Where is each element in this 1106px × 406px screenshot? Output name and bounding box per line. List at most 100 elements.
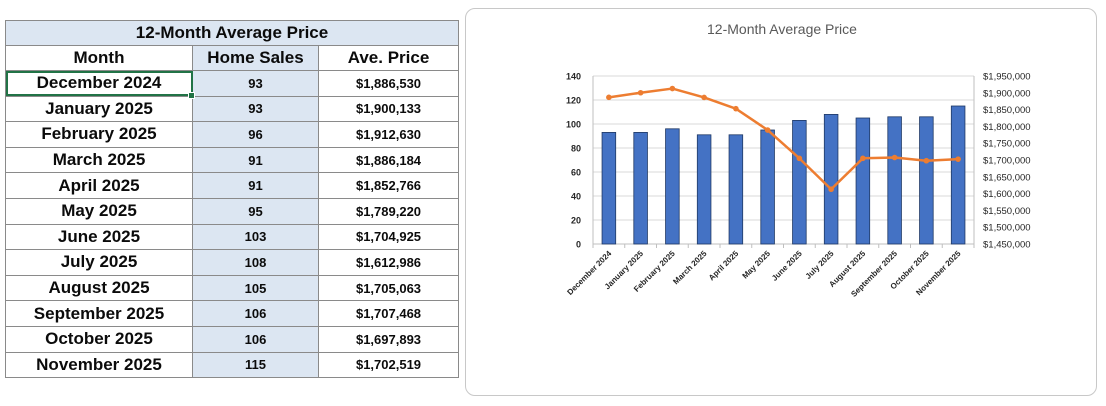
table-row[interactable]: January 2025 93 $1,900,133 [5,95,460,123]
bar-home-sales[interactable] [855,117,871,245]
x-axis-category-label: March 2025 [671,249,709,287]
table-row[interactable]: March 2025 91 $1,886,184 [5,146,460,174]
table-row[interactable]: October 2025 106 $1,697,893 [5,325,460,353]
left-axis-tick-label: 100 [566,120,581,130]
right-axis-tick-label: $1,850,000 [983,105,1031,116]
point-ave-price[interactable] [860,155,866,162]
x-axis-category-label: June 2025 [770,249,804,283]
home-sales-cell[interactable]: 93 [192,70,319,97]
point-ave-price[interactable] [923,157,930,164]
home-sales-cell[interactable]: 106 [192,325,319,353]
month-cell[interactable]: April 2025 [5,172,193,199]
point-ave-price[interactable] [796,155,803,162]
right-axis-tick-label: $1,500,000 [983,223,1031,234]
right-axis-tick-label: $1,950,000 [983,72,1031,83]
point-ave-price[interactable] [733,105,739,112]
left-axis-tick-label: 140 [566,72,581,82]
point-ave-price[interactable] [891,154,898,161]
point-ave-price[interactable] [637,89,644,96]
point-ave-price[interactable] [764,127,771,133]
month-cell[interactable]: September 2025 [5,300,193,327]
month-cell[interactable]: November 2025 [5,351,193,379]
month-cell[interactable]: December 2024 [5,70,195,99]
month-cell[interactable]: May 2025 [5,197,193,225]
left-axis-tick-label: 120 [566,96,581,106]
ave-price-cell[interactable]: $1,704,925 [317,223,460,251]
home-sales-cell[interactable]: 105 [192,274,319,302]
price-table: 12-Month Average Price Month Home Sales … [4,20,460,379]
right-axis-tick-label: $1,600,000 [983,189,1031,200]
home-sales-cell[interactable]: 93 [192,95,319,123]
chart-panel[interactable]: 12-Month Average Price 0 20 40 60 80 100 120 14… [465,8,1097,396]
month-cell[interactable]: January 2025 [5,95,193,123]
home-sales-cell[interactable]: 106 [192,300,319,327]
month-header[interactable]: Month [5,45,193,71]
left-axis-tick-label: 20 [571,216,581,226]
point-ave-price[interactable] [828,186,834,193]
table-row[interactable]: July 2025 108 $1,612,986 [5,249,460,276]
table-row[interactable]: November 2025 115 $1,702,519 [5,351,460,379]
table-row[interactable]: April 2025 91 $1,852,766 [5,172,460,199]
month-cell[interactable]: October 2025 [5,325,193,353]
point-ave-price[interactable] [606,94,612,101]
month-cell[interactable]: June 2025 [5,223,193,251]
bar-home-sales[interactable] [823,114,839,245]
table-title[interactable]: 12-Month Average Price [4,20,460,46]
home-sales-header[interactable]: Home Sales [192,45,319,71]
home-sales-cell[interactable]: 103 [192,223,319,251]
point-ave-price[interactable] [701,94,707,101]
table-row[interactable]: February 2025 96 $1,912,630 [5,121,460,148]
month-cell[interactable]: July 2025 [5,249,193,276]
point-ave-price[interactable] [669,85,676,92]
ave-price-cell[interactable]: $1,886,184 [317,146,460,174]
price-table-panel: 12-Month Average Price Month Home Sales … [4,20,460,379]
bar-home-sales[interactable] [887,116,902,245]
ave-price-cell[interactable]: $1,852,766 [317,172,460,199]
table-row[interactable]: December 2024 93 $1,886,530 [5,70,460,99]
table-row[interactable]: August 2025 105 $1,705,063 [5,274,460,302]
right-axis-tick-label: $1,450,000 [983,240,1031,251]
right-axis-tick-label: $1,550,000 [983,206,1031,217]
ave-price-cell[interactable]: $1,789,220 [317,197,460,225]
ave-price-cell[interactable]: $1,612,986 [317,249,460,276]
bar-home-sales[interactable] [601,132,617,245]
right-axis-tick-label: $1,750,000 [983,139,1031,150]
home-sales-cell[interactable]: 91 [192,146,319,174]
ave-price-cell[interactable]: $1,702,519 [317,351,460,379]
table-row[interactable]: May 2025 95 $1,789,220 [5,197,460,225]
bar-home-sales[interactable] [665,128,680,245]
left-axis-tick-label: 0 [576,240,581,250]
ave-price-cell[interactable]: $1,705,063 [317,274,460,302]
ave-price-cell[interactable]: $1,697,893 [317,325,460,353]
bar-home-sales[interactable] [950,105,966,245]
right-axis-tick-label: $1,650,000 [983,172,1031,183]
ave-price-cell[interactable]: $1,900,133 [317,95,460,123]
table-row[interactable]: September 2025 106 $1,707,468 [5,300,460,327]
bar-home-sales[interactable] [760,129,775,245]
bar-home-sales[interactable] [919,116,934,245]
home-sales-cell[interactable]: 91 [192,172,319,199]
x-axis-category-label: April 2025 [707,249,741,283]
combo-chart[interactable]: 0 20 40 60 80 100 120 140 $1,450,000 $1,500,000 $1… [466,9,1096,395]
month-cell[interactable]: March 2025 [5,146,193,174]
bar-home-sales[interactable] [728,134,744,245]
point-ave-price[interactable] [955,156,961,162]
home-sales-cell[interactable]: 115 [192,351,319,379]
left-axis-tick-label: 40 [571,192,581,202]
home-sales-cell[interactable]: 108 [192,249,319,276]
home-sales-cell[interactable]: 96 [192,121,319,148]
bar-home-sales[interactable] [792,120,807,245]
ave-price-cell[interactable]: $1,912,630 [317,121,460,148]
table-row[interactable]: June 2025 103 $1,704,925 [5,223,460,251]
line-ave-price[interactable] [608,87,959,191]
bar-home-sales[interactable] [633,132,648,245]
month-cell[interactable]: February 2025 [5,121,193,148]
home-sales-cell[interactable]: 95 [192,197,319,225]
month-cell[interactable]: August 2025 [5,274,193,302]
ave-price-cell[interactable]: $1,886,530 [317,70,460,97]
left-axis-tick-label: 80 [571,144,581,154]
ave-price-cell[interactable]: $1,707,468 [317,300,460,327]
x-axis-category-label: May 2025 [741,249,773,281]
bar-home-sales[interactable] [696,134,712,245]
ave-price-header[interactable]: Ave. Price [317,45,460,71]
